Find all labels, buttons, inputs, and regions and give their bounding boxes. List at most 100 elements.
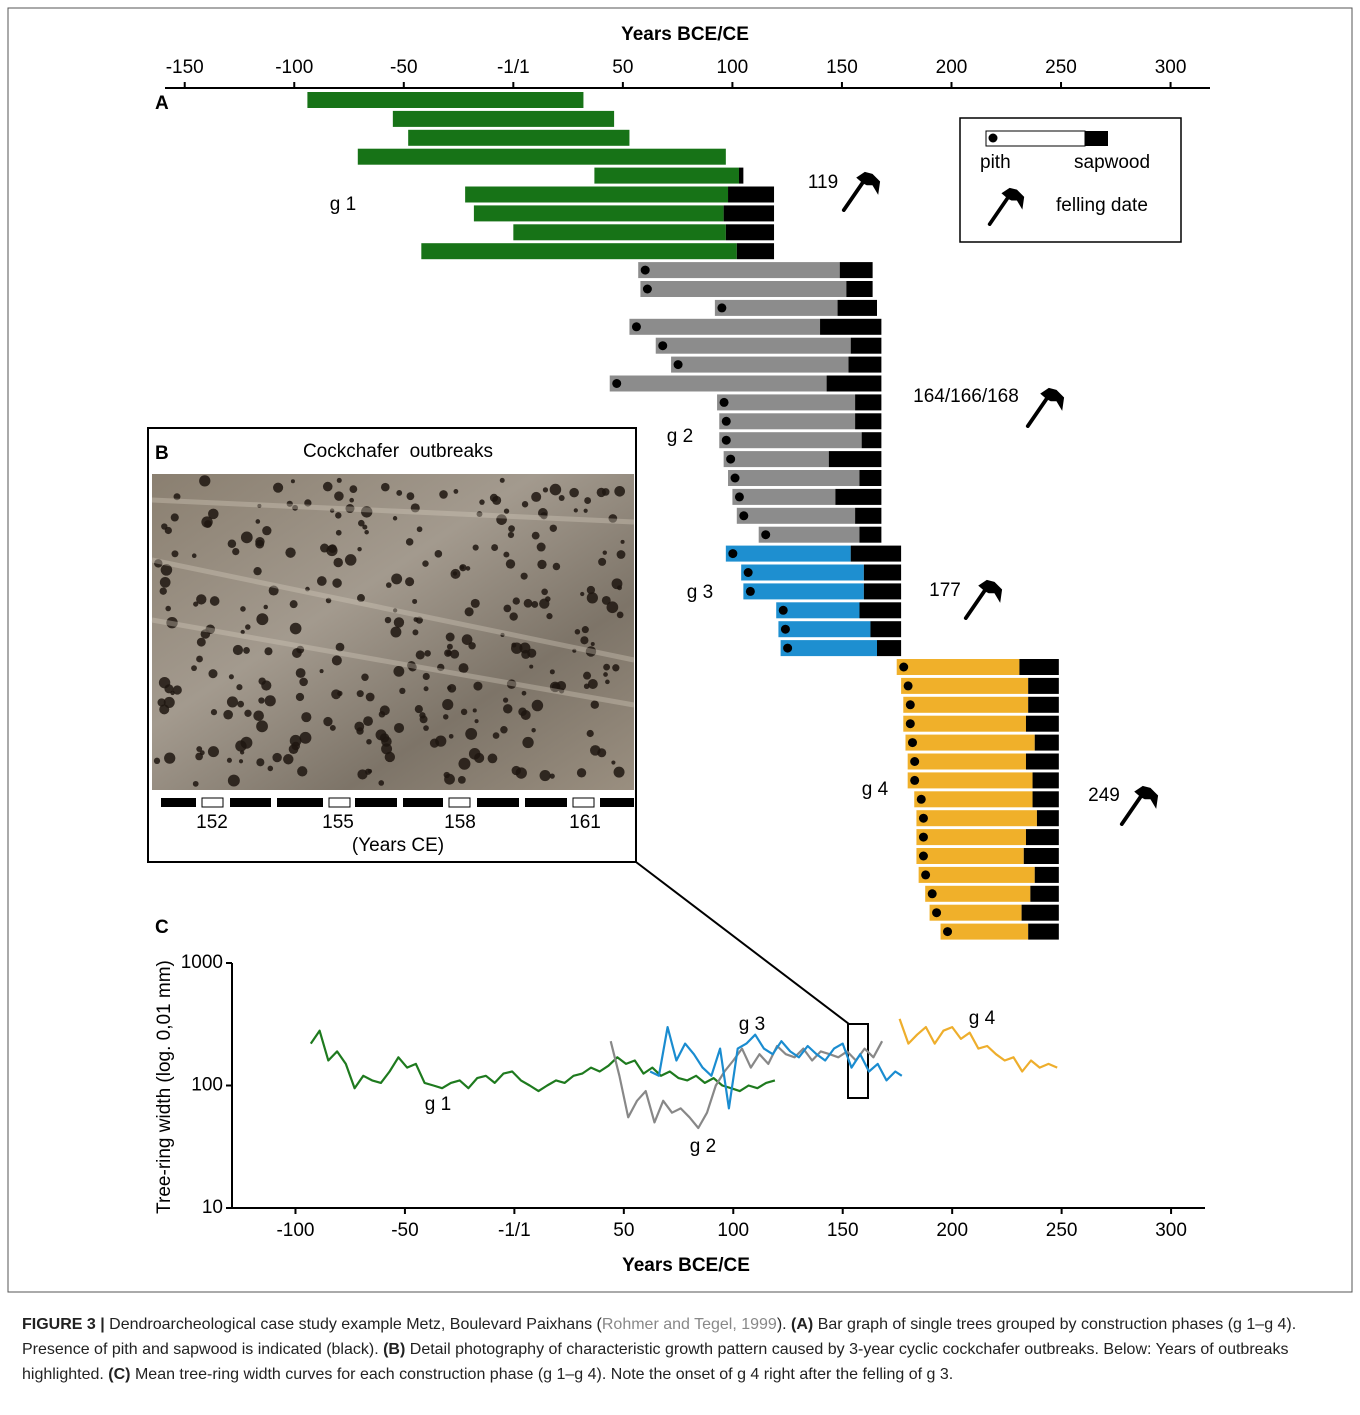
photo-pore (451, 569, 461, 579)
pith-dot (919, 833, 928, 842)
photo-pore (193, 781, 199, 787)
photo-pore (165, 606, 171, 612)
photo-pore (285, 547, 295, 557)
sapwood-bar (859, 527, 881, 543)
photo-pore (597, 748, 606, 757)
photo-pore (522, 501, 528, 507)
pith-dot (908, 738, 917, 747)
photo-pore (415, 705, 423, 713)
photo-pore (587, 730, 594, 737)
photo-pore (253, 567, 261, 575)
legend-pith-dot (989, 134, 998, 143)
photo-pore (243, 647, 250, 654)
photo-pore (258, 697, 264, 703)
photo-pore (543, 487, 548, 492)
sapwood-bar (855, 394, 881, 410)
tree-bar (903, 697, 1028, 713)
sapwood-bar (851, 546, 901, 562)
photo-pore (255, 540, 264, 549)
tree-bar (930, 905, 1022, 921)
photo-pore (407, 492, 415, 500)
outbreak-segment (329, 798, 350, 807)
pith-dot (928, 889, 937, 898)
zoom-box (848, 1024, 868, 1098)
photo-pore (345, 554, 357, 566)
pith-dot (932, 908, 941, 917)
photo-pore (241, 532, 253, 544)
photo-pore (603, 550, 607, 554)
tree-bar (908, 772, 1033, 788)
panel-label: B (155, 443, 169, 464)
photo-pore (173, 685, 182, 694)
photo-pore (490, 494, 498, 502)
sapwood-bar (840, 262, 873, 278)
tree-bar (656, 338, 851, 354)
sapwood-bar (1026, 829, 1059, 845)
x-tick-label: -50 (391, 1220, 418, 1241)
x-tick-label: 100 (717, 1220, 749, 1241)
photo-pore (332, 655, 342, 665)
photo-pore (465, 607, 474, 616)
y-tick-label: 1000 (181, 952, 223, 973)
photo-pore (473, 708, 477, 712)
photo-pore (444, 774, 455, 785)
photo-pore (228, 539, 237, 548)
felling-label: 164/166/168 (913, 386, 1019, 407)
photo-pore (256, 613, 268, 625)
scale-label: 161 (569, 812, 601, 833)
photo-pore (413, 617, 418, 622)
tree-bar (925, 886, 1030, 902)
sapwood-bar (859, 602, 901, 618)
photo-pore (503, 552, 509, 558)
photo-pore (459, 663, 469, 673)
photo-pore (550, 525, 557, 532)
photo-pore (614, 767, 625, 778)
sapwood-bar (835, 489, 881, 505)
sapwood-bar (862, 432, 882, 448)
photo-pore (435, 550, 443, 558)
pith-dot (722, 417, 731, 426)
pith-dot (722, 436, 731, 445)
photo-pore (479, 499, 484, 504)
photo-pore (211, 709, 217, 715)
series-label: g 2 (690, 1136, 716, 1157)
photo-pore (256, 720, 268, 732)
photo-pore (399, 688, 405, 694)
photo-pore (504, 508, 509, 513)
felling-axe (1122, 786, 1158, 824)
tree-bar (640, 281, 846, 297)
photo-pore (381, 483, 390, 492)
group-label: g 2 (667, 426, 693, 447)
photo-pore (506, 559, 515, 568)
photo-pore (317, 576, 327, 586)
photo-pore (320, 544, 329, 553)
photo-pore (165, 527, 172, 534)
legend-sapwood-bar (1085, 131, 1108, 146)
photo-pore (208, 669, 217, 678)
reference-link[interactable]: Rohmer and Tegel, 1999 (602, 1316, 777, 1333)
x-tick-label: -1/1 (498, 1220, 531, 1241)
photo-pore (443, 714, 448, 719)
felling-label: 119 (808, 172, 838, 193)
photo-pore (420, 715, 428, 723)
tree-bar (421, 243, 736, 259)
photo-pore (264, 647, 272, 655)
tree-bar (778, 621, 870, 637)
sapwood-bar (1024, 848, 1059, 864)
x-tick-label: 300 (1155, 57, 1187, 78)
sapwood-bar (1028, 678, 1059, 694)
photo-pore (416, 650, 425, 659)
scale-axis-label: (Years CE) (352, 835, 444, 856)
sapwood-bar (870, 621, 901, 637)
photo-pore (393, 516, 397, 520)
tree-bar (474, 205, 724, 221)
series-label: g 1 (425, 1094, 451, 1115)
photo-pore (296, 668, 306, 678)
photo-pore (385, 617, 391, 623)
photo-pore (550, 773, 555, 778)
y-tick-label: 100 (191, 1075, 223, 1096)
tree-bar (465, 187, 728, 203)
photo-pore (588, 679, 598, 689)
x-tick-label: 50 (613, 1220, 634, 1241)
photo-pore (537, 560, 546, 569)
